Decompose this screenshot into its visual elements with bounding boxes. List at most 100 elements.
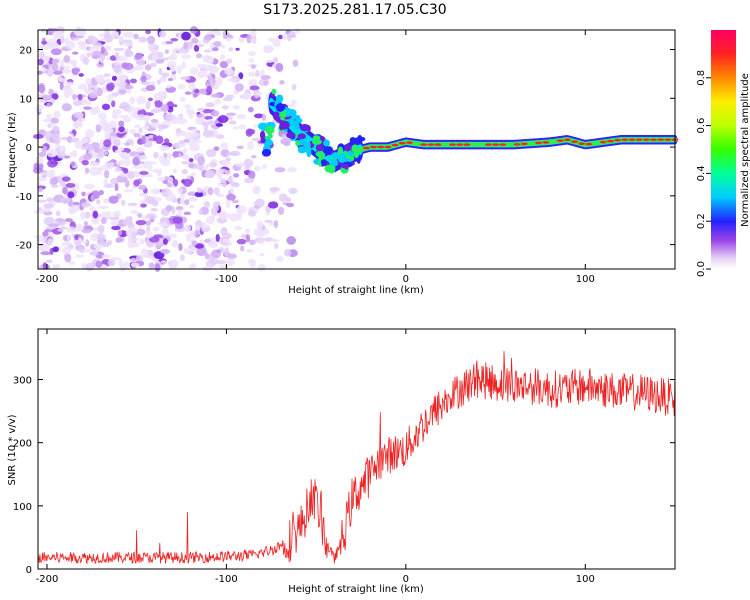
x-tick-label: 0 [403,574,409,585]
noise-blob [220,142,229,150]
noise-blob [232,105,240,110]
signal-peak [621,138,629,142]
noise-blob [286,202,295,208]
noise-blob [69,133,74,137]
noise-blob [111,100,116,108]
noise-blob [61,103,72,112]
noise-blob [138,127,143,134]
signal-transition-blob [331,159,338,166]
noise-blob [225,33,231,38]
noise-blob [215,77,223,86]
noise-blob [183,178,192,187]
noise-blob [145,29,151,35]
noise-blob [47,159,58,168]
noise-blob [60,226,68,230]
noise-blob [113,64,122,73]
signal-transition-blob [261,148,272,157]
noise-blob [127,170,135,180]
signal-peak [585,142,593,146]
noise-blob [95,260,103,268]
noise-blob [225,199,231,209]
signal-peak [448,143,456,146]
noise-blob [93,88,98,95]
noise-blob [81,118,87,122]
noise-blob [178,114,183,120]
noise-blob [140,248,148,258]
noise-blob [113,138,121,147]
noise-blob [167,176,174,184]
noise-blob [110,30,119,37]
noise-blob [188,162,195,169]
noise-blob [147,164,153,172]
noise-blob [179,194,185,201]
signal-peak [599,140,607,144]
noise-blob [189,143,200,152]
noise-blob [161,228,169,237]
noise-blob [85,211,91,219]
noise-blob [167,60,177,69]
noise-blob [223,247,230,257]
noise-blob [282,32,288,41]
noise-blob [111,75,117,81]
noise-blob [192,93,198,98]
noise-blob [135,228,146,236]
noise-blob [212,47,219,52]
spectrogram-y-ticks: -20 -10 0 10 20 [16,46,675,252]
noise-blob [139,171,149,175]
noise-blob [135,52,142,60]
noise-blob [176,65,182,74]
noise-blob [228,120,237,125]
noise-blob [98,189,104,196]
noise-blob [45,226,57,230]
noise-blob [105,78,112,84]
noise-blob [217,175,222,180]
noise-blob [41,208,51,213]
noise-blob [135,219,147,226]
noise-blob [267,201,279,209]
noise-blob [42,262,48,270]
noise-blob [250,28,257,38]
noise-blob [55,210,61,217]
noise-blob [286,104,297,108]
noise-blob [286,167,298,173]
noise-blob [44,130,52,140]
noise-blob [275,255,284,262]
noise-blob [279,80,285,85]
signal-transition-blob [260,137,266,144]
noise-blob [150,188,161,195]
noise-blob [120,73,127,83]
noise-blob [181,54,192,59]
noise-blob [173,179,179,187]
noise-blob [236,145,244,150]
noise-blob [164,113,173,122]
noise-blob [165,40,174,45]
noise-blob [77,93,83,101]
noise-blob [100,46,106,55]
noise-blob [194,229,200,239]
noise-blob [163,138,170,144]
noise-blob [160,248,171,254]
noise-blob [158,67,163,75]
noise-blob [184,132,195,140]
signal-peak [642,138,650,142]
noise-blob [153,151,159,159]
noise-blob [186,41,194,50]
noise-blob [283,141,291,146]
signal-transition-blob [275,103,285,112]
noise-blob [93,243,104,249]
noise-blob [150,109,162,113]
noise-blob [262,164,268,170]
noise-blob [104,51,109,56]
noise-blob [177,209,182,217]
noise-blob [256,220,264,230]
noise-blob [195,53,203,59]
noise-blob [260,69,265,77]
noise-blob [229,187,235,194]
noise-blob [37,207,42,211]
noise-blob [220,149,230,158]
noise-blob [247,106,254,113]
noise-blob [187,196,198,202]
noise-blob [147,43,154,51]
noise-blob [106,82,115,91]
noise-blob [33,235,44,239]
